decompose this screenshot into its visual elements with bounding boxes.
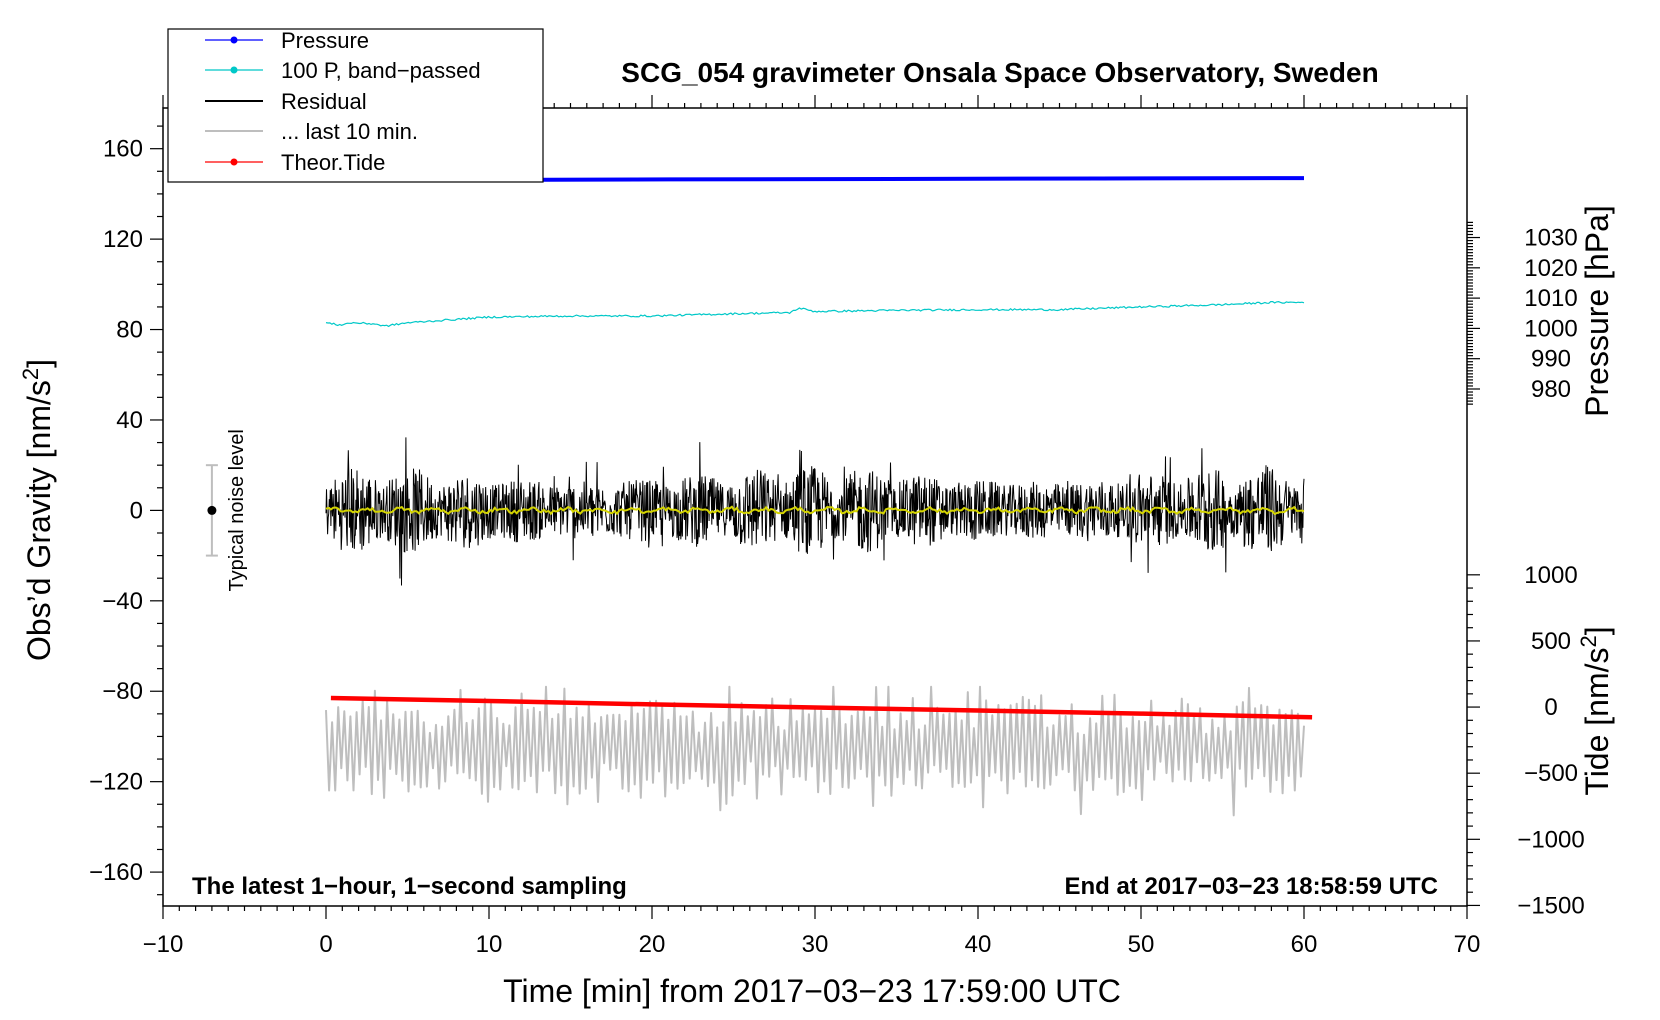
y-tick-label: 0	[130, 497, 143, 524]
y-tick-label: −160	[89, 859, 143, 886]
x-axis: −10 0 10 20 30 40 50 60 70	[143, 95, 1481, 958]
x-tick-label: 50	[1128, 931, 1155, 958]
y-tick-label: −40	[102, 588, 143, 615]
noise-center-dot	[207, 505, 217, 515]
y-tick-label: 120	[103, 226, 143, 253]
tide-tick-label: 1000	[1524, 562, 1577, 589]
x-tick-label: −10	[143, 931, 184, 958]
legend-label-theor-tide: Theor.Tide	[281, 150, 385, 175]
legend-entry-theor-tide: Theor.Tide	[205, 150, 385, 175]
legend-marker-pressure	[230, 36, 238, 44]
legend: Pressure 100 P, band−passed Residual ...…	[167, 28, 544, 183]
y-axis-gravity: 160 120 80 40 0 −40 −80 −120 −160	[89, 125, 163, 896]
tide-tick-label: −1000	[1517, 826, 1584, 853]
tide-tick-label: −500	[1524, 760, 1578, 787]
y-tick-label: 80	[116, 317, 143, 344]
pressure-tick-label: 1030	[1524, 225, 1577, 252]
x-tick-label: 10	[476, 931, 503, 958]
y-axis-tide: 1000 500 0 −500 −1000 −1500	[1467, 562, 1585, 919]
series-residual	[325, 437, 1305, 586]
y-tick-label: −120	[89, 769, 143, 796]
x-tick-label: 70	[1454, 931, 1481, 958]
legend-marker-band-passed	[230, 66, 238, 74]
legend-entry-last-10-min: ... last 10 min.	[205, 119, 418, 144]
pressure-tick-label: 990	[1531, 346, 1571, 373]
legend-entry-pressure: Pressure	[205, 28, 369, 53]
legend-label-band-passed: 100 P, band−passed	[281, 58, 481, 83]
tide-tick-label: −1500	[1517, 892, 1584, 919]
pressure-tick-label: 980	[1531, 376, 1571, 403]
noise-level-indicator: Typical noise level	[205, 429, 248, 592]
x-axis-title: Time [min] from 2017−03−23 17:59:00 UTC	[503, 973, 1121, 1009]
series-band-passed	[325, 300, 1305, 328]
pressure-tick-label: 1010	[1524, 285, 1577, 312]
y-axis-title-tide: Tide [nm/s2]	[1576, 626, 1615, 795]
y-tick-label: 160	[103, 136, 143, 163]
y-axis-title-pressure: Pressure [hPa]	[1579, 205, 1615, 417]
x-tick-label: 40	[965, 931, 992, 958]
series-residual-smoothed	[325, 505, 1305, 516]
legend-label-pressure: Pressure	[281, 28, 369, 53]
series-theor-tide	[330, 695, 1313, 720]
legend-entry-residual: Residual	[205, 89, 367, 114]
note-left: The latest 1−hour, 1−second sampling	[192, 873, 627, 900]
y-tick-label: 40	[116, 407, 143, 434]
legend-box	[167, 28, 544, 183]
legend-label-last-10-min: ... last 10 min.	[281, 119, 418, 144]
pressure-tick-label: 1020	[1524, 255, 1577, 282]
pressure-tick-label: 1000	[1524, 315, 1577, 342]
tide-tick-label: 0	[1544, 694, 1557, 721]
y-tick-label: −80	[102, 678, 143, 705]
tide-tick-label: 500	[1531, 628, 1571, 655]
legend-label-residual: Residual	[281, 89, 367, 114]
x-tick-label: 30	[802, 931, 829, 958]
y-axis-title-gravity: Obs’d Gravity [nm/s2]	[18, 359, 57, 661]
y-axis-pressure: 1030 1020 1010 1000 990 980	[1467, 221, 1578, 405]
x-tick-label: 20	[639, 931, 666, 958]
noise-level-label: Typical noise level	[226, 429, 248, 591]
x-tick-label: 0	[319, 931, 332, 958]
legend-marker-theor-tide	[230, 158, 238, 166]
chart-title: SCG_054 gravimeter Onsala Space Observat…	[621, 57, 1378, 88]
legend-entry-band-passed: 100 P, band−passed	[205, 58, 481, 83]
note-right: End at 2017−03−23 18:58:59 UTC	[1064, 873, 1438, 900]
x-tick-label: 60	[1291, 931, 1318, 958]
